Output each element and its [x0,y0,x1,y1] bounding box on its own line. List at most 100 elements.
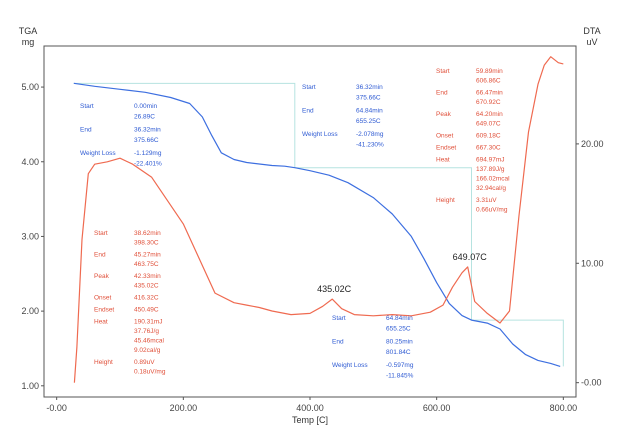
peak-label: 649.07C [453,252,488,262]
y-left-tick-label: 3.00 [21,231,39,241]
axis-ticks: -0.00 200.00 400.00 600.00 800.00 5.00 4.00 3.0… [21,82,603,413]
tga-curve [73,82,561,367]
annotation-value: 166.02mcal [476,176,510,183]
annotation-label: Start [302,84,316,91]
annotation-value: 450.49C [134,307,159,314]
annotation-value: 26.89C [134,114,155,121]
annotation-label: Start [436,68,450,75]
y-left-tick-label: 4.00 [21,157,39,167]
annotation-label: End [332,339,344,346]
dta-curve [73,56,564,383]
annotation-value: 375.66C [134,137,159,144]
x-tick-label: -0.00 [46,403,67,413]
annotation-value: 59.89min [476,68,503,75]
y-right-tick-label: -0.00 [581,378,602,388]
annotation-value: -22.401% [134,161,162,168]
annotation-label: Endset [436,145,456,152]
annotation-label: End [94,252,106,259]
annotation-value: 32.94cal/g [476,185,506,192]
annotation-value: 38.62min [134,230,161,237]
annotation-value: 80.25min [386,339,413,346]
annotation-value: 0.18uV/mg [134,369,166,376]
x-tick-label: 200.00 [170,403,198,413]
annotation-label: Peak [436,111,452,118]
annotation-label: Start [94,230,108,237]
annotation-value: 37.76J/g [134,328,159,335]
y-left-unit: mg [22,37,35,47]
annotation-label: Start [332,315,346,322]
annotation-value: -11.845% [386,373,414,380]
annotation-label: Onset [436,133,454,140]
x-tick-label: 600.00 [423,403,451,413]
y-left-tick-label: 5.00 [21,82,39,92]
annotation-value: 3.31uV [476,197,497,204]
peak-labels: 435.02C 649.07C [317,252,487,294]
annotation-value: 64.84min [356,108,383,115]
annotation-value: 463.75C [134,261,159,268]
annotation-value: -1.129mg [134,150,162,157]
annotation-value: 64.84min [386,315,413,322]
weight-loss-bracket [294,167,472,321]
annotation-value: 435.02C [134,283,159,290]
annotation-value: -41.230% [356,142,384,149]
annotation-value: 606.86C [476,78,501,85]
peak-label: 435.02C [317,284,352,294]
y-right-unit: uV [586,37,597,47]
annotation-label: Start [80,103,94,110]
y-right-tick-label: 20.00 [581,139,604,149]
annotation-label: Height [94,359,113,366]
annotation-value: 137.89J/g [476,166,505,173]
annotation-value: 801.84C [386,349,411,356]
annotation-value: 655.25C [386,326,411,333]
annotation-label: End [80,127,92,134]
annotation-value: 45.46mcal [134,338,165,345]
annotation-value: 670.92C [476,99,501,106]
annotation-value: 375.66C [356,95,381,102]
annotation-value: 655.25C [356,118,381,125]
annotation-value: 416.32C [134,295,159,302]
annotation-blocks: Start 0.00min 26.89C End 36.32min 375.66C Weig… [80,68,510,380]
annotation-value: 190.31mJ [134,319,163,326]
annotation-label: Weight Loss [80,150,116,157]
annotation-value: -0.597mg [386,362,414,369]
annotation-label: Heat [94,319,108,326]
annotation-value: 398.30C [134,240,159,247]
y-left-title: TGA [19,26,38,36]
annotation-value: 64.20min [476,111,503,118]
annotation-label: Weight Loss [302,131,338,138]
annotation-value: 649.07C [476,121,501,128]
annotation-value: 667.30C [476,145,501,152]
annotation-value: 66.47min [476,90,503,97]
annotation-label: End [302,108,314,115]
annotation-value: 694.97mJ [476,157,505,164]
annotation-label: Onset [94,295,112,302]
annotation-value: 0.00min [134,103,158,110]
weight-loss-bracket [73,82,296,168]
x-tick-label: 400.00 [296,403,324,413]
series-lines [73,56,564,383]
y-right-tick-label: 10.00 [581,258,604,268]
annotation-value: 42.33min [134,273,161,280]
annotation-label: Weight Loss [332,362,368,369]
annotation-value: -2.078mg [356,131,384,138]
annotation-label: Heat [436,157,450,164]
annotation-value: 609.18C [476,133,501,140]
annotation-label: Peak [94,273,110,280]
y-right-title: DTA [583,26,600,36]
x-axis-title: Temp [C] [292,415,328,425]
x-tick-label: 800.00 [550,403,578,413]
annotation-label: End [436,90,448,97]
y-left-tick-label: 1.00 [21,381,39,391]
y-left-tick-label: 2.00 [21,306,39,316]
annotation-value: 36.32min [134,127,161,134]
annotation-value: 0.66uV/mg [476,207,508,214]
annotation-label: Endset [94,307,114,314]
annotation-label: Height [436,197,455,204]
annotation-value: 36.32min [356,84,383,91]
annotation-value: 45.27min [134,252,161,259]
annotation-value: 0.89uV [134,359,155,366]
annotation-value: 9.02cal/g [134,347,161,354]
